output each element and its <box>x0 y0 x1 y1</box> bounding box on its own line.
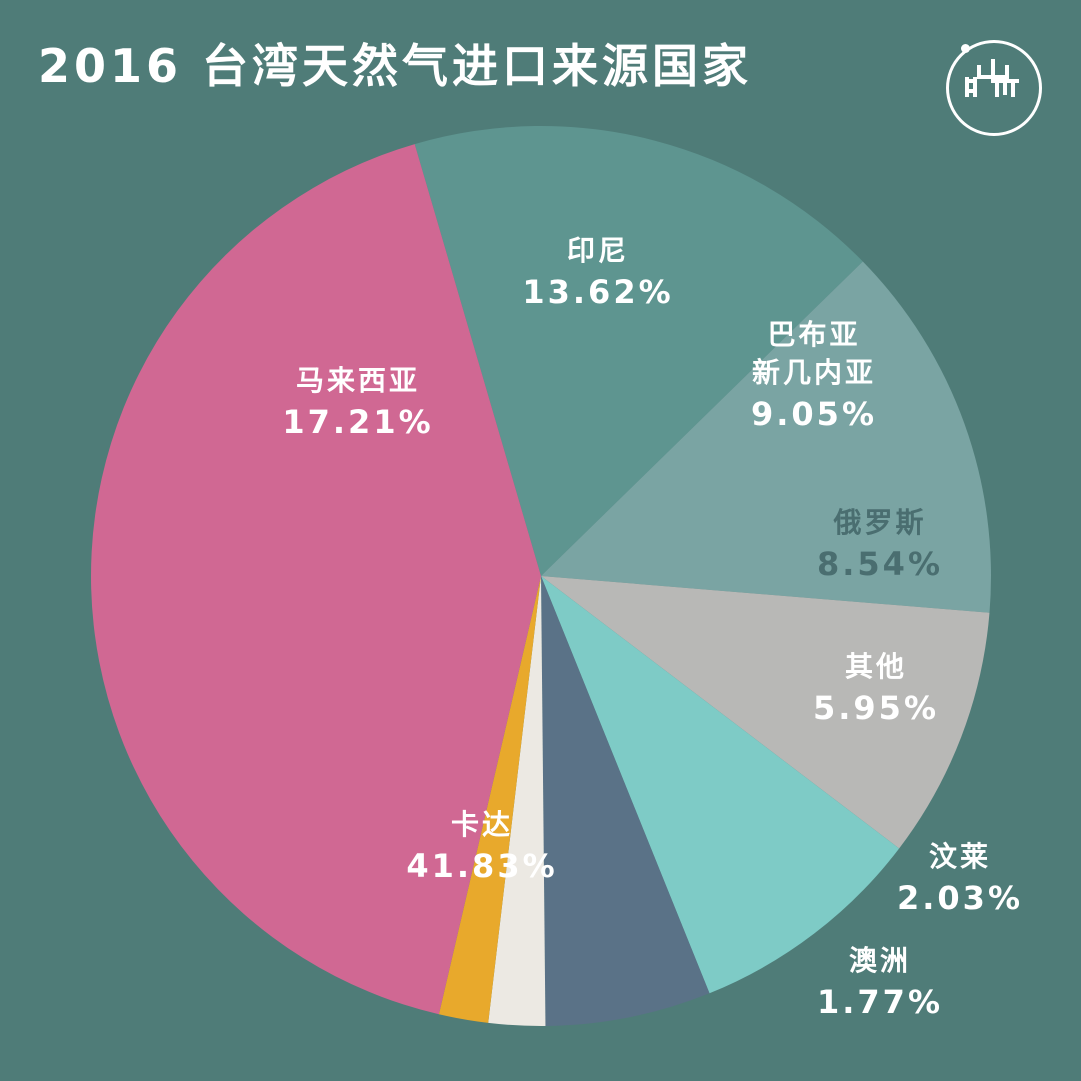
slice-name: 其他 <box>844 650 908 683</box>
slice-name: 巴布亚 <box>767 318 861 351</box>
publisher-logo <box>946 40 1042 136</box>
pie-slice-1 <box>541 261 991 613</box>
slice-name: 印尼 <box>566 234 629 267</box>
slice-label-2: 巴布亚新几内亚 9.05% <box>751 316 877 436</box>
slice-name: 汶莱 <box>928 840 992 873</box>
slice-value: 2.03% <box>896 879 1024 917</box>
slice-name: 卡达 <box>450 808 513 841</box>
slice-value: 17.21% <box>282 403 434 441</box>
pie-slice-2 <box>541 576 990 849</box>
outside-label-0: 汶莱 2.03% <box>897 838 1023 920</box>
slice-name: 澳洲 <box>848 944 912 977</box>
pie-slice-3 <box>541 576 900 994</box>
slice-value: 9.05% <box>750 395 878 433</box>
outside-label-1: 澳洲 1.77% <box>817 942 943 1024</box>
slice-name: 马来西亚 <box>295 364 420 397</box>
slice-value: 5.95% <box>812 689 940 727</box>
chart-title: 2016 台湾天然气进口来源国家 <box>38 39 753 93</box>
pie-slice-6 <box>438 576 541 1023</box>
slice-label-3: 俄罗斯 8.54% <box>817 504 943 586</box>
slice-value: 8.54% <box>816 545 944 583</box>
slice-name: 新几内亚 <box>751 356 877 389</box>
pie-slice-7 <box>91 144 541 1015</box>
slice-name: 俄罗斯 <box>833 506 927 539</box>
slice-value: 1.77% <box>816 983 944 1021</box>
slice-label-1: 印尼 13.62% <box>522 232 673 314</box>
slice-label-7: 卡达 41.83% <box>406 806 557 888</box>
slice-value: 13.62% <box>522 273 674 311</box>
slice-label-0: 马来西亚 17.21% <box>282 362 433 444</box>
slice-value: 41.83% <box>406 847 558 885</box>
pie-slice-0 <box>414 126 863 576</box>
pie-slice-4 <box>541 576 710 1026</box>
slice-label-4: 其他 5.95% <box>813 648 939 730</box>
pie-slice-5 <box>488 576 546 1027</box>
